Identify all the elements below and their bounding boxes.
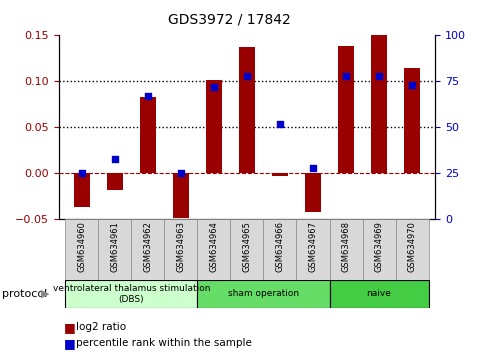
Text: GSM634970: GSM634970 [407, 221, 416, 272]
Text: ventrolateral thalamus stimulation
(DBS): ventrolateral thalamus stimulation (DBS) [53, 284, 210, 303]
Bar [304, 173, 321, 212]
Point [209, 84, 217, 90]
FancyBboxPatch shape [197, 219, 230, 280]
Point [111, 156, 119, 161]
Text: log2 ratio: log2 ratio [76, 322, 126, 332]
FancyBboxPatch shape [131, 219, 164, 280]
Text: sham operation: sham operation [227, 289, 298, 298]
Bar [337, 46, 354, 173]
Point [276, 121, 284, 127]
FancyBboxPatch shape [98, 219, 131, 280]
FancyBboxPatch shape [197, 280, 329, 308]
Bar [238, 47, 255, 173]
Bar [205, 80, 222, 173]
Bar [139, 97, 156, 173]
Text: GSM634965: GSM634965 [242, 221, 251, 272]
FancyBboxPatch shape [329, 280, 427, 308]
Text: GSM634962: GSM634962 [143, 221, 152, 272]
Text: GSM634960: GSM634960 [77, 221, 86, 272]
Point [78, 171, 85, 176]
Text: protocol: protocol [2, 289, 48, 299]
Text: GSM634961: GSM634961 [110, 221, 119, 272]
Text: GSM634964: GSM634964 [209, 221, 218, 272]
Point [407, 82, 415, 88]
Point [243, 73, 250, 79]
FancyBboxPatch shape [362, 219, 395, 280]
Bar [370, 35, 386, 173]
Bar [106, 173, 123, 190]
Point [143, 93, 151, 99]
FancyBboxPatch shape [164, 219, 197, 280]
Point [308, 165, 316, 171]
Text: ▶: ▶ [41, 289, 49, 299]
Text: GSM634963: GSM634963 [176, 221, 185, 272]
FancyBboxPatch shape [230, 219, 263, 280]
Point [342, 73, 349, 79]
Point [177, 171, 184, 176]
Text: GDS3972 / 17842: GDS3972 / 17842 [168, 12, 291, 27]
Text: percentile rank within the sample: percentile rank within the sample [76, 338, 251, 348]
Bar [403, 68, 420, 173]
Text: GSM634969: GSM634969 [374, 221, 383, 272]
FancyBboxPatch shape [65, 219, 98, 280]
FancyBboxPatch shape [296, 219, 329, 280]
Bar [172, 173, 189, 218]
FancyBboxPatch shape [65, 280, 197, 308]
Text: GSM634966: GSM634966 [275, 221, 284, 272]
FancyBboxPatch shape [329, 219, 362, 280]
Bar [271, 173, 287, 176]
Bar [73, 173, 90, 207]
Text: naive: naive [366, 289, 391, 298]
Point [374, 73, 382, 79]
Text: ■: ■ [63, 321, 75, 334]
FancyBboxPatch shape [263, 219, 296, 280]
Text: GSM634968: GSM634968 [341, 221, 350, 272]
Text: ■: ■ [63, 337, 75, 350]
FancyBboxPatch shape [395, 219, 427, 280]
Text: GSM634967: GSM634967 [308, 221, 317, 272]
